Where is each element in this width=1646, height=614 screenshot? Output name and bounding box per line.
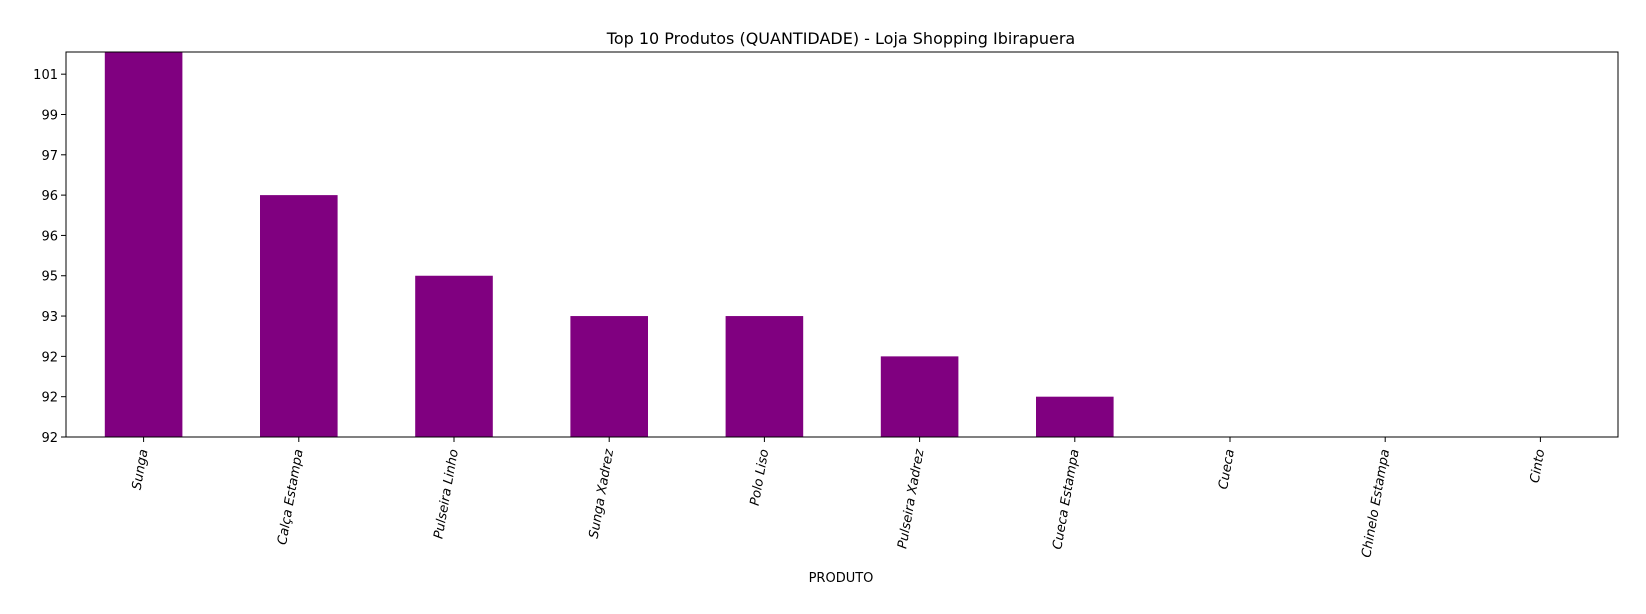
x-tick-label: Cueca Estampa	[1050, 448, 1082, 551]
x-tick-label: Calça Estampa	[275, 448, 307, 546]
x-tick-label: Pulseira Linho	[431, 448, 462, 540]
y-tick-label: 101	[33, 68, 58, 83]
bar	[725, 316, 804, 437]
x-tick-label: Pulseira Xadrez	[895, 447, 927, 550]
y-tick-label: 97	[41, 149, 58, 164]
y-tick-label: 99	[41, 108, 58, 123]
x-tick-label: Cueca	[1216, 448, 1238, 490]
bar	[104, 52, 183, 437]
y-tick-label: 96	[41, 229, 58, 244]
bar	[260, 195, 338, 437]
x-tick-label: Polo Liso	[748, 448, 773, 507]
y-tick-label: 92	[41, 431, 58, 446]
y-axis: 92 92 92 93 95 96 96 97 99 101	[33, 68, 66, 446]
y-tick-label: 95	[41, 270, 58, 285]
bars-group	[104, 52, 1114, 437]
bar	[1036, 396, 1114, 437]
y-tick-label: 96	[41, 189, 58, 204]
x-axis: Sunga Calça Estampa Pulseira Linho Sunga Xa…	[130, 437, 1549, 559]
x-axis-label: PRODUTO	[809, 571, 874, 586]
bar	[415, 275, 493, 437]
x-tick-label: Sunga Xadrez	[587, 447, 618, 540]
y-tick-label: 92	[41, 350, 58, 365]
x-tick-label: Cinto	[1528, 448, 1549, 484]
chart-title: Top 10 Produtos (QUANTIDADE) - Loja Shop…	[606, 29, 1075, 48]
x-tick-label: Sunga	[130, 448, 152, 491]
bar	[570, 316, 648, 437]
y-tick-label: 92	[41, 391, 58, 406]
y-tick-label: 93	[41, 310, 58, 325]
bar	[880, 356, 959, 437]
plot-frame	[65, 51, 1619, 438]
x-tick-label: Chinelo Estampa	[1359, 448, 1393, 559]
